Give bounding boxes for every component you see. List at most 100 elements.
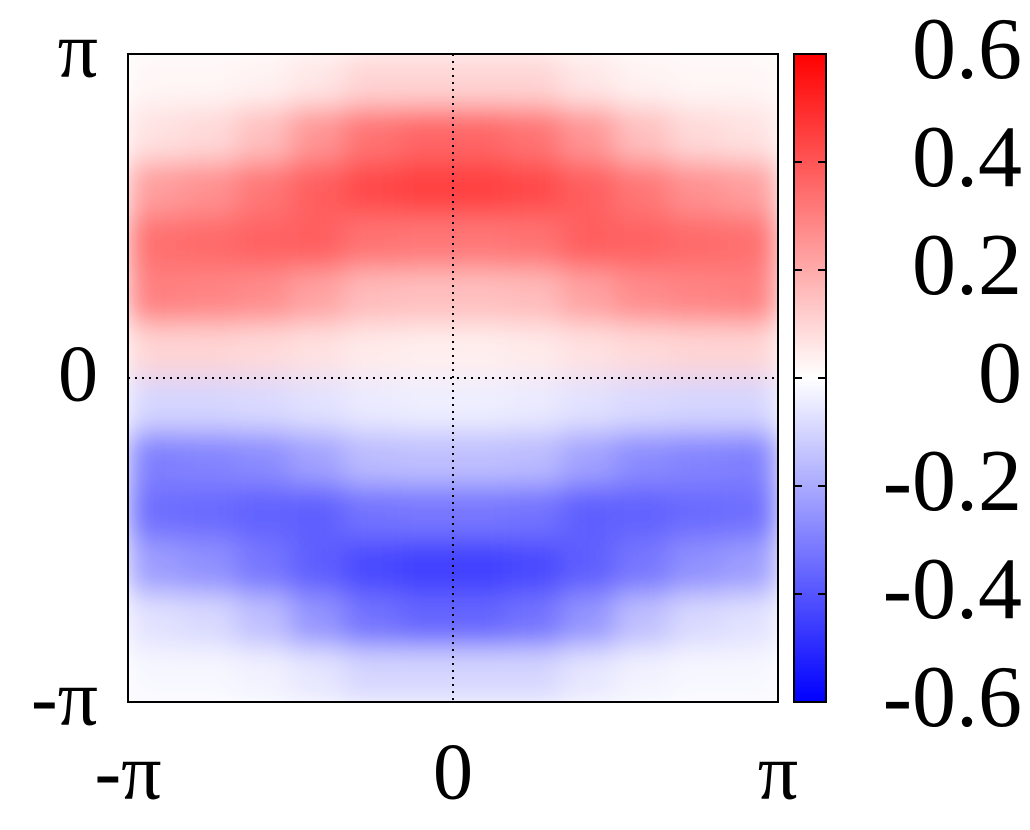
heat-cell — [669, 107, 725, 163]
heat-cell — [181, 269, 237, 325]
heat-cell — [128, 539, 183, 595]
heat-cell — [614, 485, 670, 541]
heat-cell — [128, 377, 183, 433]
heat-cell — [398, 377, 454, 433]
heat-cell — [669, 269, 725, 325]
heat-cell — [507, 323, 563, 379]
heat-cell — [128, 269, 183, 325]
y-tick-label: 0 — [58, 330, 98, 418]
heat-cell — [507, 54, 563, 109]
heat-cell — [452, 161, 508, 217]
heat-cell — [236, 269, 292, 325]
heat-cell — [236, 54, 292, 109]
heat-cell — [560, 647, 617, 702]
heat-cell — [669, 377, 725, 433]
colorbar-label: 0.4 — [912, 109, 1022, 206]
heat-cell — [669, 215, 725, 271]
heat-cell — [452, 107, 508, 163]
heat-cell — [343, 431, 399, 487]
x-tick-label: π — [758, 728, 798, 816]
heat-cell — [181, 647, 237, 702]
heat-cell — [507, 593, 563, 649]
heat-cell — [669, 539, 725, 595]
heat-cell — [128, 647, 183, 702]
heat-cell — [614, 323, 670, 379]
heat-cell — [343, 647, 399, 702]
heat-cell — [289, 485, 346, 541]
heat-cell — [614, 107, 670, 163]
heat-cell — [398, 107, 454, 163]
heat-cell — [128, 107, 183, 163]
heat-cell — [289, 431, 346, 487]
heat-cell — [398, 593, 454, 649]
heat-cell — [560, 161, 617, 217]
heat-cell — [669, 323, 725, 379]
heat-cell — [236, 161, 292, 217]
heat-cell — [128, 485, 183, 541]
heat-cell — [343, 215, 399, 271]
colorbar-label: 0.6 — [912, 1, 1022, 98]
heat-cell — [128, 431, 183, 487]
heat-cell — [614, 161, 670, 217]
heat-cell — [614, 431, 670, 487]
heat-cell — [181, 593, 237, 649]
overlay: -π 0 π -π 0 π -0.6 -0.4 -0.2 0 0.2 0.4 0.6 — [31, 1, 1022, 816]
heat-cell — [343, 269, 399, 325]
heat-cell — [507, 377, 563, 433]
heat-cell — [343, 593, 399, 649]
heat-cell — [669, 593, 725, 649]
heat-cell — [181, 485, 237, 541]
heat-cell — [289, 161, 346, 217]
heat-cell — [343, 107, 399, 163]
heat-cell — [452, 377, 508, 433]
heat-cell — [452, 647, 508, 702]
heat-cell — [560, 431, 617, 487]
heat-cell — [398, 485, 454, 541]
heat-cell — [723, 485, 778, 541]
heatmap-area — [128, 54, 778, 702]
heat-cell — [236, 485, 292, 541]
plot-frame — [127, 53, 779, 703]
heat-cell — [181, 431, 237, 487]
heat-cell — [289, 54, 346, 109]
heat-cell — [343, 539, 399, 595]
colorbar-label: -0.2 — [883, 433, 1022, 530]
heat-cell — [452, 593, 508, 649]
heat-cell — [236, 593, 292, 649]
heat-cell — [723, 269, 778, 325]
heat-cell — [507, 269, 563, 325]
heat-cell — [507, 431, 563, 487]
heat-cell — [181, 54, 237, 109]
heat-cell — [560, 593, 617, 649]
heat-cell — [289, 269, 346, 325]
heat-cell — [560, 54, 617, 109]
heat-cell — [236, 107, 292, 163]
heat-cell — [614, 593, 670, 649]
heat-cell — [181, 215, 237, 271]
heat-cell — [614, 377, 670, 433]
heat-cell — [181, 107, 237, 163]
heat-cell — [128, 54, 183, 109]
heat-cell — [723, 539, 778, 595]
heat-cell — [723, 431, 778, 487]
heat-cell — [723, 323, 778, 379]
heat-cell — [614, 647, 670, 702]
heat-cell — [723, 647, 778, 702]
heat-cell — [128, 593, 183, 649]
heat-cell — [398, 269, 454, 325]
heat-cell — [452, 215, 508, 271]
heat-cell — [289, 539, 346, 595]
heat-cell — [560, 215, 617, 271]
colorbar-label: -0.4 — [883, 541, 1022, 638]
heat-cell — [507, 107, 563, 163]
heat-cell — [128, 323, 183, 379]
heat-cell — [236, 647, 292, 702]
heat-cell — [669, 161, 725, 217]
heatmap-cells — [128, 54, 778, 702]
heat-cell — [181, 377, 237, 433]
heat-cell — [398, 323, 454, 379]
x-tick-label: -π — [94, 728, 161, 816]
colorbar-label: -0.6 — [883, 649, 1022, 746]
heat-cell — [723, 107, 778, 163]
